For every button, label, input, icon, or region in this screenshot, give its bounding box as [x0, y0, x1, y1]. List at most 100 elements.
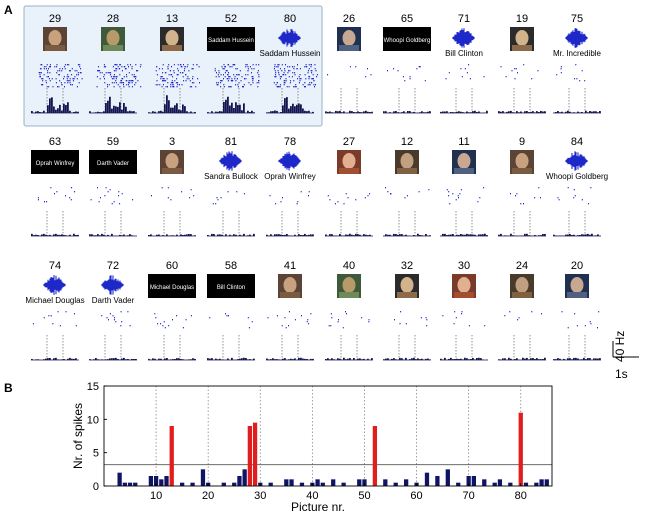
stimulus-photo-body	[280, 292, 300, 298]
spike-raster	[556, 64, 586, 82]
bar	[331, 479, 336, 486]
psth-histogram	[498, 110, 546, 113]
bar	[383, 479, 388, 486]
spike-raster	[214, 64, 260, 88]
x-tick-label: 40	[306, 490, 318, 502]
spike-raster	[151, 187, 195, 201]
psth-histogram	[383, 111, 431, 113]
stimulus-photo-face	[515, 30, 529, 46]
stimulus-audio-waveform	[452, 28, 475, 48]
stimulus-number: 24	[516, 260, 528, 272]
psth-histogram	[383, 233, 431, 236]
spike-raster	[328, 311, 370, 329]
bar	[221, 482, 226, 486]
stimulus-number: 12	[401, 136, 413, 148]
stimulus-number: 13	[166, 13, 178, 25]
response-bar	[518, 412, 523, 486]
spike-raster	[101, 311, 131, 327]
stimulus-text-card	[207, 27, 255, 51]
stimulus-audio-waveform	[219, 151, 242, 171]
bar	[200, 469, 206, 486]
spike-raster	[212, 191, 245, 205]
stimulus-photo-face	[457, 277, 471, 293]
stimulus-cell: 12	[383, 136, 431, 237]
stimulus-photo-face	[283, 277, 297, 293]
psth-histogram	[89, 357, 137, 360]
stimulus-photo-body	[162, 45, 182, 51]
bar	[492, 482, 497, 486]
stimulus-photo-face	[342, 153, 356, 169]
psth-histogram	[325, 110, 373, 113]
panel-b-label: B	[4, 381, 13, 395]
y-tick-label: 15	[87, 381, 99, 393]
psth-histogram	[31, 233, 79, 236]
stimulus-number: 65	[401, 13, 413, 25]
stimulus-text-card	[31, 150, 79, 174]
bar	[393, 482, 398, 486]
stimulus-photo-body	[339, 292, 359, 298]
stimulus-cell: 58 Bill Clinton	[207, 260, 255, 361]
stimulus-number: 60	[166, 260, 178, 272]
stimulus-cell: 65 Whoopi Goldberg	[383, 13, 431, 114]
stimulus-number: 71	[458, 13, 470, 25]
stimulus-number: 20	[571, 260, 583, 272]
psth-histogram	[89, 96, 137, 113]
stimulus-number: 26	[343, 13, 355, 25]
spike-raster	[510, 187, 541, 205]
bar	[164, 476, 169, 486]
stimulus-grid: 29 28 13 52 Saddam Hussein 80 Saddam Hussein 26…	[25, 13, 608, 361]
x-tick-label: 80	[515, 490, 527, 502]
stimulus-audio-waveform	[101, 275, 124, 295]
stimulus-cell: 63 Oprah Winfrey	[31, 136, 79, 237]
stimulus-photo-body	[162, 168, 182, 174]
spike-count-chart: 0 5 10 15 10 20 30 40 50 60 70 80 Picture nr. Nr. of …	[71, 381, 553, 514]
y-tick-label: 0	[93, 481, 99, 493]
x-tick-label: 20	[202, 490, 214, 502]
bar	[362, 479, 367, 486]
stimulus-number: 72	[107, 260, 119, 272]
stimulus-number: 40	[343, 260, 355, 272]
stimulus-audio-waveform	[565, 28, 588, 48]
stimulus-cell: 81 Sandra Bullock	[204, 136, 259, 237]
spike-raster	[32, 311, 77, 327]
bar	[237, 476, 242, 486]
spike-raster	[442, 311, 486, 327]
stimulus-number: 19	[516, 13, 528, 25]
spike-raster	[385, 187, 430, 199]
stimulus-number: 3	[169, 136, 175, 148]
bar	[445, 469, 450, 486]
stimulus-photo-face	[342, 30, 356, 46]
bar	[523, 482, 529, 486]
spike-raster	[269, 191, 310, 205]
spike-raster	[96, 64, 142, 88]
stimulus-photo-face	[515, 277, 529, 293]
bar	[435, 476, 440, 486]
psth-histogram	[325, 357, 373, 360]
bar	[180, 482, 185, 486]
spike-raster	[394, 311, 428, 327]
psth-histogram	[148, 234, 196, 236]
x-tick-label: 50	[358, 490, 370, 502]
stimulus-text-label: Darth Vader	[97, 161, 129, 167]
bar	[242, 469, 247, 486]
stimulus-number: 41	[284, 260, 296, 272]
stimulus-photo-body	[45, 45, 65, 51]
bar	[471, 476, 476, 486]
y-tick-label: 10	[87, 414, 99, 426]
bar	[456, 482, 461, 486]
psth-histogram	[207, 96, 255, 113]
spike-raster	[273, 64, 318, 88]
scale-bar-time-label: 1s	[615, 367, 628, 381]
bar	[404, 479, 409, 486]
stimulus-photo-body	[512, 292, 532, 298]
stimulus-photo-face	[342, 277, 356, 293]
stimulus-number: 58	[225, 260, 237, 272]
stimulus-photo-face	[400, 277, 414, 293]
bar	[268, 482, 273, 486]
bar	[122, 482, 127, 486]
stimulus-cell: 74 Michael Douglas	[25, 260, 85, 361]
spike-raster	[500, 64, 539, 80]
stimulus-photo-face	[106, 30, 120, 46]
stimulus-text-label: Oprah Winfrey	[36, 161, 75, 167]
spike-raster	[155, 64, 200, 88]
